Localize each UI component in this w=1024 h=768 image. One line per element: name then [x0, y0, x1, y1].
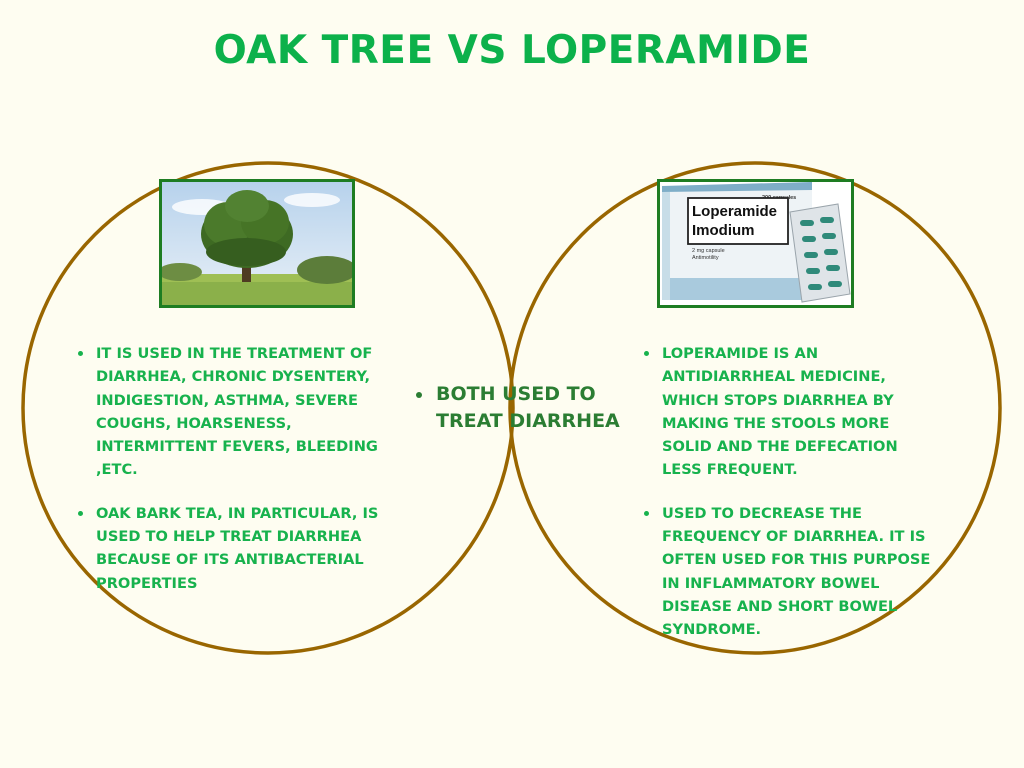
right-points-list: LOPERAMIDE IS AN ANTIDIARRHEAL MEDICINE,…: [642, 342, 942, 662]
center-points-list: BOTH USED TO TREAT DIARRHEA: [412, 381, 624, 435]
list-item: OAK BARK TEA, IN PARTICULAR, IS USED TO …: [76, 502, 394, 595]
list-item: USED TO DECREASE THE FREQUENCY OF DIARRH…: [642, 502, 942, 642]
oak-tree-photo: [159, 179, 355, 308]
left-circle: [21, 161, 515, 655]
diagram-title: OAK TREE VS LOPERAMIDE: [213, 28, 811, 73]
list-item: BOTH USED TO TREAT DIARRHEA: [412, 381, 624, 435]
left-points-list: IT IS USED IN THE TREATMENT OF DIARRHEA,…: [76, 342, 394, 615]
package-dose: 2 mg capsule: [692, 248, 725, 254]
blister-pack: [789, 203, 851, 303]
right-circle: [508, 161, 1002, 655]
list-item: LOPERAMIDE IS AN ANTIDIARRHEAL MEDICINE,…: [642, 342, 942, 482]
list-item: IT IS USED IN THE TREATMENT OF DIARRHEA,…: [76, 342, 394, 482]
loperamide-package-photo: 200 capsules Loperamide Imodium 2 mg cap…: [657, 179, 854, 308]
package-name-1: Loperamide: [692, 203, 777, 220]
oak-tree-illustration: [162, 182, 352, 305]
package-illustration: 200 capsules Loperamide Imodium 2 mg cap…: [660, 182, 851, 305]
package-name-2: Imodium: [692, 222, 755, 239]
package-class: Antimotility: [692, 255, 719, 261]
